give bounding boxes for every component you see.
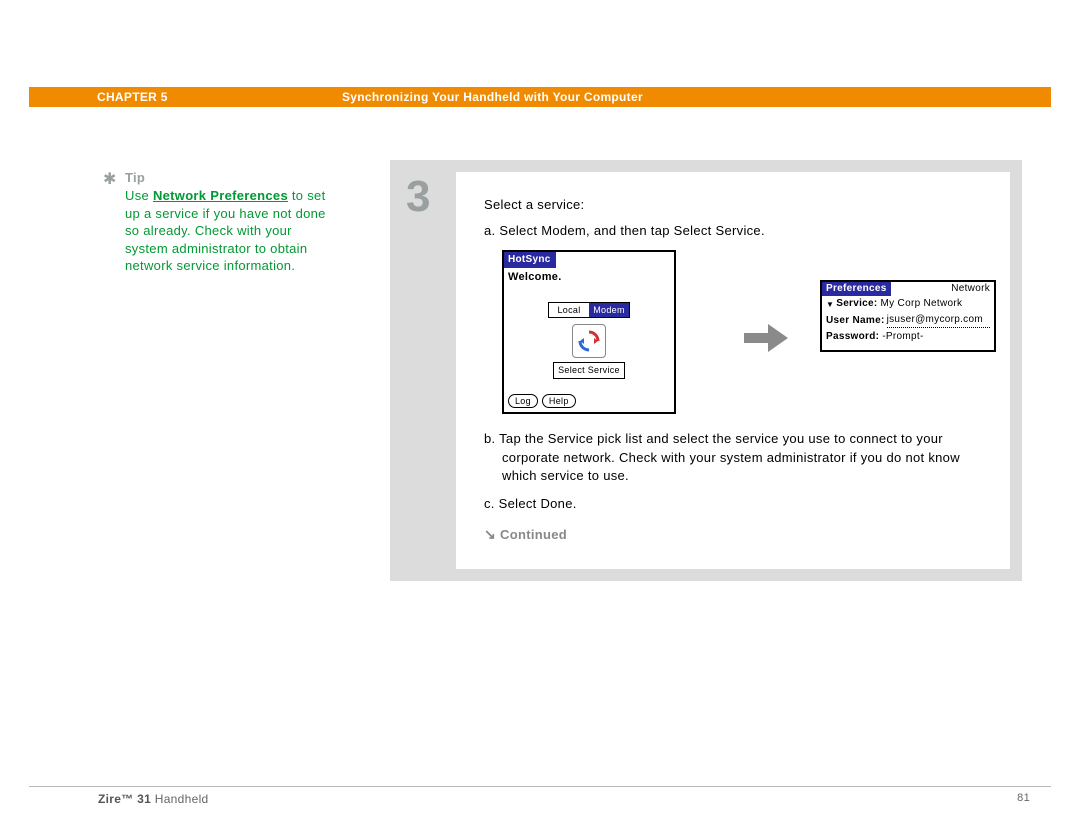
- step-content-box: 3 Select a service: a. Select Modem, and…: [390, 160, 1022, 581]
- hotsync-tabs: Local Modem: [548, 302, 630, 319]
- chapter-label: CHAPTER 5: [97, 90, 168, 104]
- prefs-title: Preferences: [822, 282, 891, 296]
- username-value[interactable]: jsuser@mycorp.com: [887, 313, 990, 328]
- continued-label: Continued: [500, 527, 567, 542]
- password-value[interactable]: -Prompt-: [882, 330, 923, 344]
- hotsync-icon[interactable]: [572, 324, 606, 358]
- tab-modem[interactable]: Modem: [589, 303, 629, 318]
- chapter-header-bar: CHAPTER 5 Synchronizing Your Handheld wi…: [29, 87, 1051, 107]
- footer-product: Zire™ 31 Handheld: [98, 792, 209, 806]
- hotsync-welcome: Welcome.: [504, 268, 674, 287]
- asterisk-icon: ✱: [103, 172, 117, 188]
- tip-prefix: Use: [125, 188, 153, 203]
- network-preferences-link[interactable]: Network Preferences: [153, 188, 288, 203]
- tab-local[interactable]: Local: [549, 303, 589, 318]
- step-a: a. Select Modem, and then tap Select Ser…: [484, 222, 988, 240]
- page-number: 81: [1017, 792, 1030, 804]
- step-panel: Select a service: a. Select Modem, and t…: [456, 172, 1010, 569]
- footer-product-bold: Zire™ 31: [98, 792, 151, 806]
- chapter-title: Synchronizing Your Handheld with Your Co…: [342, 90, 643, 104]
- footer-product-rest: Handheld: [151, 792, 208, 806]
- tip-body: Use Network Preferences to set up a serv…: [125, 187, 335, 275]
- step-number: 3: [406, 172, 431, 222]
- prefs-category[interactable]: Network: [947, 282, 994, 296]
- help-button[interactable]: Help: [542, 394, 576, 409]
- footer-rule: [29, 786, 1051, 787]
- service-label: Service:: [836, 297, 877, 311]
- step-b: b. Tap the Service pick list and select …: [484, 430, 988, 485]
- tip-heading: Tip: [125, 170, 335, 185]
- arrow-right-icon: [742, 322, 790, 359]
- preferences-screenshot: Preferences Network ▼ Service: My Corp N…: [820, 280, 996, 352]
- dropdown-icon[interactable]: ▼: [826, 299, 834, 310]
- hotsync-title: HotSync: [504, 252, 556, 268]
- log-button[interactable]: Log: [508, 394, 538, 409]
- figures-row: HotSync Welcome. Local Modem Select Serv…: [502, 250, 988, 418]
- step-lead: Select a service:: [484, 196, 988, 214]
- password-label: Password:: [826, 330, 879, 344]
- username-label: User Name:: [826, 314, 885, 328]
- service-value[interactable]: My Corp Network: [881, 297, 963, 311]
- continued-arrow-icon: ↘: [484, 526, 496, 542]
- hotsync-screenshot: HotSync Welcome. Local Modem Select Serv…: [502, 250, 676, 414]
- tip-block: ✱ Tip Use Network Preferences to set up …: [125, 170, 335, 275]
- step-c: c. Select Done.: [484, 495, 988, 513]
- select-service-button[interactable]: Select Service: [553, 362, 625, 379]
- continued-indicator: ↘ Continued: [484, 525, 988, 545]
